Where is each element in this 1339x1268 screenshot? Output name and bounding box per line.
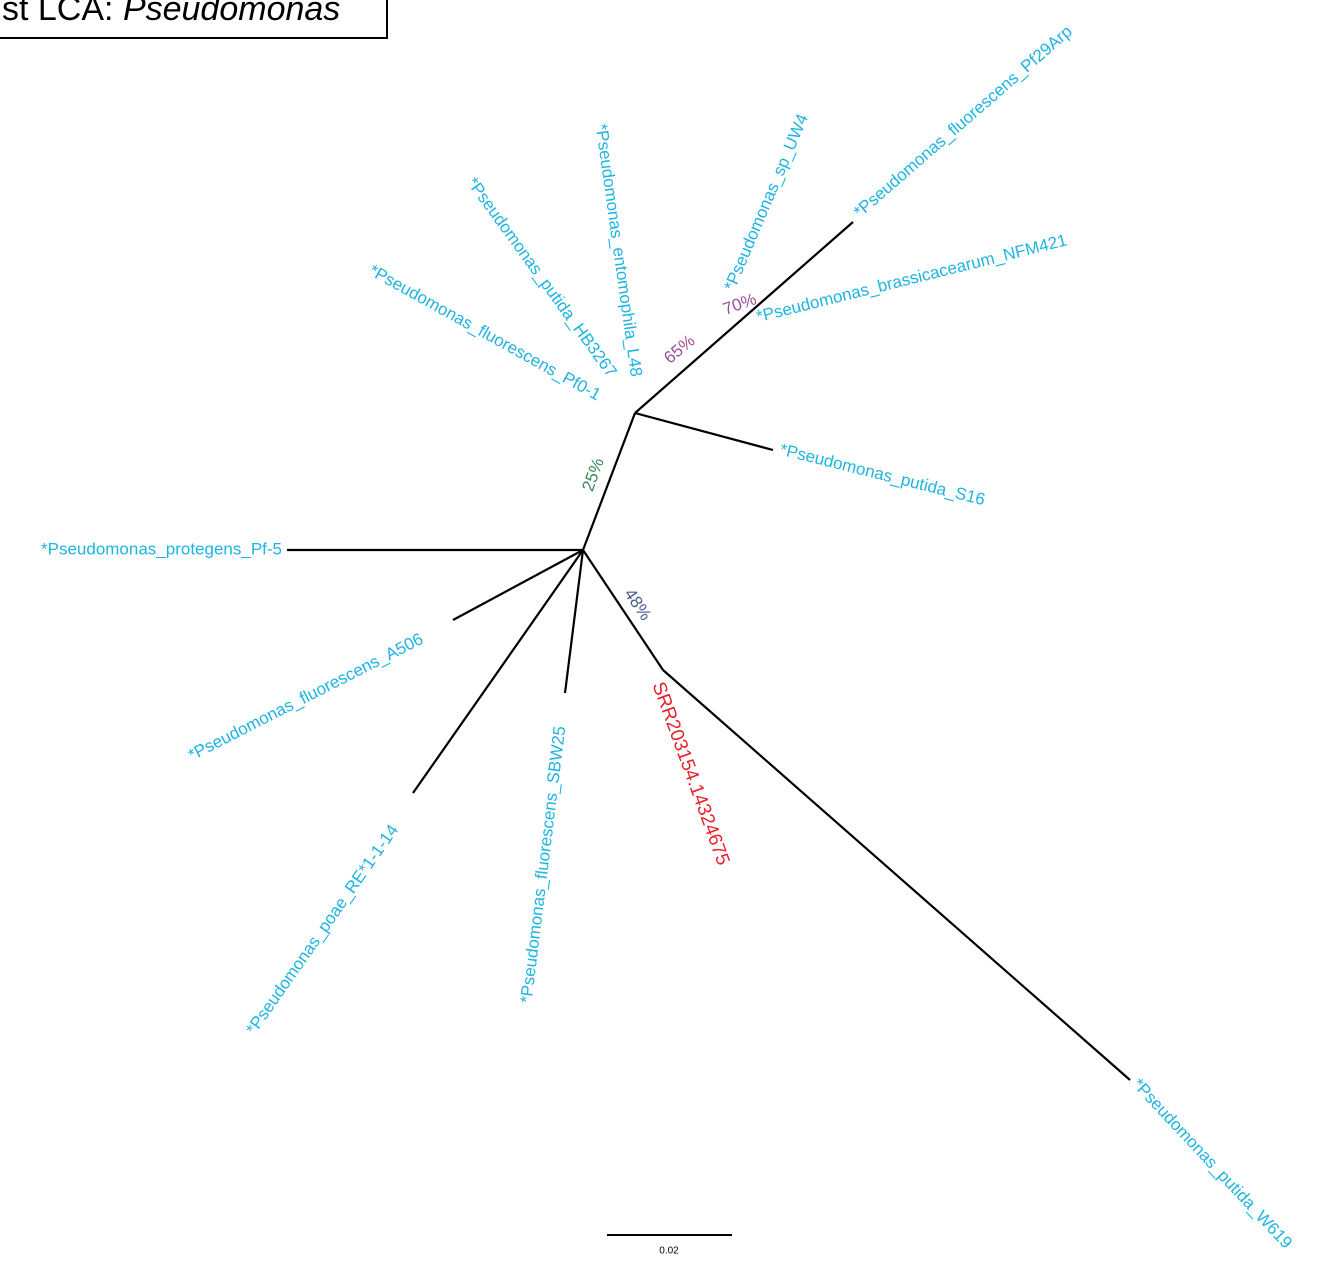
leaf-label: *Pseudomonas_fluorescens_Pf29Arp <box>850 22 1076 222</box>
leaf-label: *Pseudomonas_fluorescens_SBW25 <box>517 725 570 1004</box>
branch <box>662 669 1131 1081</box>
leaf-labels: *Pseudomonas_protegens_Pf-5 *Pseudomonas… <box>41 22 1296 1253</box>
scale-label: 0.02 <box>659 1246 679 1257</box>
branch <box>452 549 584 621</box>
title-prefix: st LCA: <box>2 0 113 28</box>
leaf-label: *Pseudomonas_putida_W619 <box>1129 1075 1296 1252</box>
leaf-label: *Pseudomonas_putida_S16 <box>778 440 987 509</box>
branches <box>287 221 1131 1081</box>
leaf-label: *Pseudomonas_brassicacearum_NFM421 <box>754 231 1068 327</box>
title: st LCA: Pseudomonas <box>2 0 340 28</box>
branch <box>581 412 637 551</box>
leaf-label: *Pseudomonas_protegens_Pf-5 <box>41 539 282 558</box>
title-box: st LCA: Pseudomonas <box>0 0 388 39</box>
leaf-label: *Pseudomonas_fluorescens_A506 <box>185 629 426 764</box>
branch <box>634 221 854 414</box>
title-genus: Pseudomonas <box>123 0 340 28</box>
branch <box>634 411 774 452</box>
support-label: 25% <box>578 455 607 493</box>
support-labels: 25% 48% 65% 70% <box>578 289 759 624</box>
branch <box>582 549 664 671</box>
support-label: 70% <box>720 289 758 318</box>
support-label: 48% <box>620 585 655 624</box>
branch <box>412 549 584 794</box>
leaf-label: *Pseudomonas_putida_HB3267 <box>463 174 621 381</box>
scale-bar: 0.02 <box>607 1234 732 1257</box>
leaf-label: *Pseudomonas_fluorescens_Pf0-1 <box>366 261 604 405</box>
title-frame <box>0 0 388 39</box>
branch <box>563 549 585 694</box>
leaf-label: *Pseudomonas_sp_UW4 <box>720 111 812 293</box>
leaf-label: *Pseudomonas_poae_RE*1-1-14 <box>242 821 402 1038</box>
query-label: SRR203154.14324675 <box>648 679 734 868</box>
